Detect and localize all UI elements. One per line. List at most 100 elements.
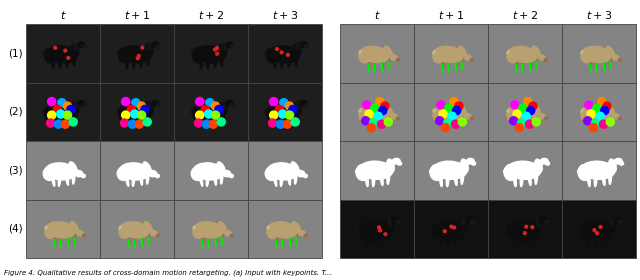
Ellipse shape <box>507 109 518 121</box>
Ellipse shape <box>303 174 307 178</box>
Ellipse shape <box>77 231 83 236</box>
Ellipse shape <box>147 228 150 241</box>
Ellipse shape <box>508 46 538 62</box>
Text: (4): (4) <box>8 224 22 234</box>
Circle shape <box>518 104 527 113</box>
Circle shape <box>442 123 449 132</box>
Ellipse shape <box>589 113 592 126</box>
Circle shape <box>216 52 219 55</box>
Ellipse shape <box>595 172 597 187</box>
Ellipse shape <box>506 224 519 238</box>
Ellipse shape <box>214 113 217 126</box>
Text: $t+2$: $t+2$ <box>512 9 538 21</box>
Ellipse shape <box>602 171 605 185</box>
Ellipse shape <box>230 234 234 237</box>
Ellipse shape <box>359 51 361 54</box>
Circle shape <box>276 120 285 128</box>
Circle shape <box>444 119 452 127</box>
Ellipse shape <box>465 55 471 60</box>
Circle shape <box>451 120 460 128</box>
Bar <box>26 83 100 141</box>
Ellipse shape <box>595 113 597 127</box>
Ellipse shape <box>458 46 466 56</box>
Ellipse shape <box>191 106 196 113</box>
Ellipse shape <box>441 54 444 68</box>
Bar <box>174 199 248 258</box>
Ellipse shape <box>602 53 605 67</box>
Ellipse shape <box>359 50 370 63</box>
Ellipse shape <box>602 112 605 125</box>
Ellipse shape <box>528 230 531 243</box>
Ellipse shape <box>521 54 524 68</box>
Ellipse shape <box>513 172 516 186</box>
Ellipse shape <box>267 226 278 238</box>
Ellipse shape <box>133 230 135 243</box>
Ellipse shape <box>294 169 297 184</box>
Circle shape <box>384 118 392 126</box>
Ellipse shape <box>58 171 61 186</box>
Ellipse shape <box>296 43 299 50</box>
Ellipse shape <box>461 159 468 172</box>
Ellipse shape <box>387 111 390 124</box>
Ellipse shape <box>433 161 467 179</box>
Circle shape <box>518 119 525 127</box>
Ellipse shape <box>126 114 129 127</box>
Ellipse shape <box>293 102 301 114</box>
Ellipse shape <box>579 223 584 230</box>
Ellipse shape <box>609 111 611 124</box>
Ellipse shape <box>461 111 463 124</box>
Ellipse shape <box>392 158 400 164</box>
Ellipse shape <box>520 172 523 187</box>
Bar <box>562 199 636 258</box>
Circle shape <box>527 107 534 115</box>
Ellipse shape <box>447 232 449 244</box>
Bar <box>340 199 414 258</box>
Circle shape <box>591 119 600 127</box>
Ellipse shape <box>380 230 383 243</box>
Ellipse shape <box>218 222 226 231</box>
Ellipse shape <box>293 44 301 56</box>
Ellipse shape <box>433 109 435 112</box>
Ellipse shape <box>582 46 611 62</box>
Circle shape <box>205 110 213 118</box>
Ellipse shape <box>387 230 389 241</box>
Ellipse shape <box>614 158 622 164</box>
Ellipse shape <box>613 217 621 223</box>
Ellipse shape <box>470 59 474 61</box>
Ellipse shape <box>507 51 509 54</box>
Ellipse shape <box>147 113 149 124</box>
Circle shape <box>63 111 72 119</box>
Ellipse shape <box>140 170 143 185</box>
Ellipse shape <box>120 104 152 122</box>
Ellipse shape <box>43 48 48 54</box>
Ellipse shape <box>433 224 445 238</box>
Ellipse shape <box>454 171 457 185</box>
Ellipse shape <box>581 50 592 63</box>
Circle shape <box>525 225 527 228</box>
Ellipse shape <box>360 105 389 121</box>
Circle shape <box>525 120 534 128</box>
Ellipse shape <box>72 113 75 124</box>
Ellipse shape <box>44 48 57 63</box>
Ellipse shape <box>447 54 449 68</box>
Ellipse shape <box>441 113 444 126</box>
Bar <box>340 24 414 83</box>
Circle shape <box>195 119 203 127</box>
Text: $t+2$: $t+2$ <box>198 9 224 21</box>
Ellipse shape <box>156 174 159 178</box>
Circle shape <box>141 106 149 114</box>
Circle shape <box>141 46 144 49</box>
Ellipse shape <box>69 162 77 173</box>
Ellipse shape <box>221 228 223 241</box>
Ellipse shape <box>390 114 397 119</box>
Circle shape <box>275 106 284 114</box>
Ellipse shape <box>191 48 196 54</box>
Ellipse shape <box>381 53 383 67</box>
Ellipse shape <box>535 159 542 172</box>
Ellipse shape <box>461 218 465 226</box>
Ellipse shape <box>213 170 216 185</box>
Ellipse shape <box>387 159 394 172</box>
Circle shape <box>452 226 456 229</box>
Ellipse shape <box>461 170 463 184</box>
Ellipse shape <box>618 117 621 120</box>
